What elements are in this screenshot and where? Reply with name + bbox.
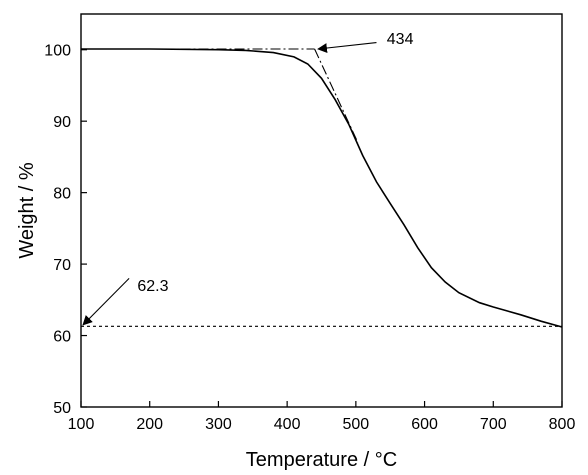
annotation-arrow-1 bbox=[82, 277, 130, 326]
annotation-label: 434 bbox=[387, 31, 414, 48]
annotations: 434 62.3 bbox=[82, 31, 414, 326]
y-tick-label: 50 bbox=[53, 400, 71, 417]
plot-area bbox=[81, 48, 563, 328]
y-tick-label: 90 bbox=[53, 114, 71, 131]
x-axis: 100 200 300 400 500 600 700 800 bbox=[68, 401, 576, 433]
x-tick-label: 600 bbox=[411, 416, 438, 433]
x-tick-label: 500 bbox=[343, 416, 370, 433]
y-tick-label: 100 bbox=[44, 43, 71, 60]
x-tick-label: 700 bbox=[480, 416, 507, 433]
y-axis: 50 60 70 80 90 100 bbox=[44, 43, 87, 417]
y-tick-label: 70 bbox=[53, 257, 71, 274]
y-tick-label: 60 bbox=[53, 329, 71, 346]
x-tick-label: 800 bbox=[549, 416, 576, 433]
x-axis-title: Temperature / °C bbox=[246, 449, 397, 471]
x-tick-label: 100 bbox=[68, 416, 95, 433]
annotation-label: 62.3 bbox=[137, 278, 168, 295]
annotation-arrow-0 bbox=[317, 42, 377, 53]
x-tick-label: 400 bbox=[274, 416, 301, 433]
x-tick-label: 200 bbox=[136, 416, 163, 433]
x-tick-label: 300 bbox=[205, 416, 232, 433]
y-tick-label: 80 bbox=[53, 186, 71, 203]
plot-frame bbox=[80, 13, 563, 408]
y-axis-title: Weight / % bbox=[16, 162, 38, 259]
series-line-0-solid bbox=[81, 48, 563, 328]
series-line-2-dash-dot bbox=[314, 48, 359, 143]
